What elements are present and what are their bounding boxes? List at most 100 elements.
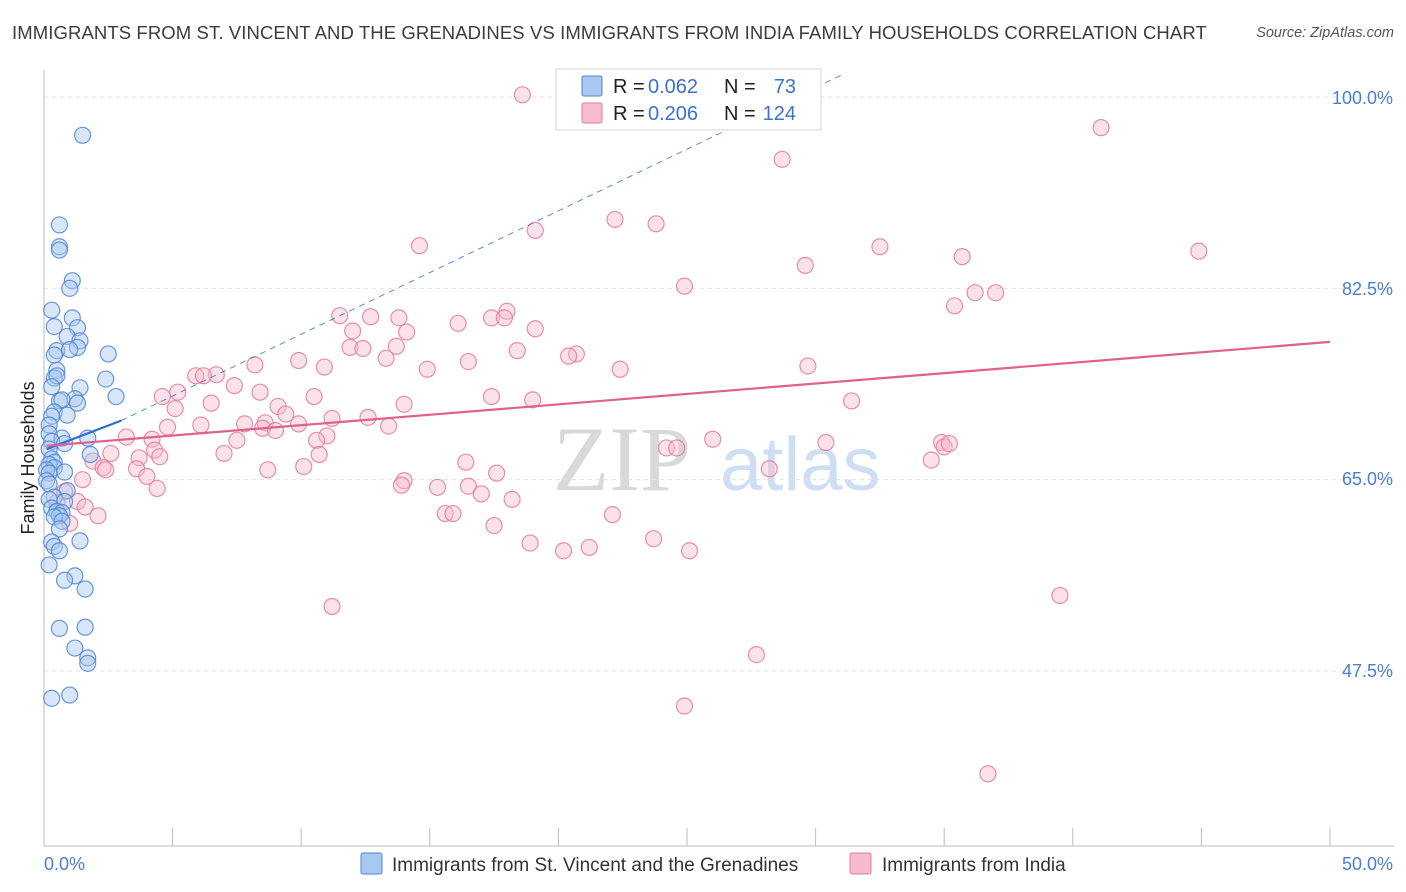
india-point-111: [485, 516, 503, 535]
trend-lines: [46, 74, 1331, 451]
india-point-50: [202, 394, 220, 412]
india-point-26: [354, 339, 372, 358]
st-vincent-point-63: [40, 556, 58, 574]
india-point-73: [935, 438, 953, 456]
india-point-78: [215, 444, 233, 463]
st-vincent-trend-dashed: [120, 74, 842, 422]
india-point-89: [295, 457, 313, 476]
india-point-54: [277, 405, 295, 423]
st-vincent-point-19: [48, 367, 66, 385]
india-point-112: [644, 530, 663, 548]
india-point-99: [148, 479, 166, 498]
india-point-98: [459, 477, 477, 495]
india-point-80: [310, 445, 328, 464]
y-tick-label-65: 65.0%: [1342, 469, 1393, 489]
india-point-6: [410, 237, 429, 255]
st-vincent-point-21: [43, 378, 61, 396]
y-tick-labels: 100.0% 82.5% 65.0% 47.5%: [1332, 88, 1393, 681]
series-st-vincent-points: [37, 126, 125, 707]
legend-swatch-st-vincent: [360, 852, 383, 875]
st-vincent-point-6: [43, 301, 61, 319]
india-point-10: [796, 256, 814, 274]
st-vincent-point-65: [55, 571, 74, 589]
india-point-45: [251, 383, 269, 401]
st-vincent-point-72: [43, 689, 61, 707]
india-point-0: [513, 86, 531, 104]
legend-label-st-vincent: Immigrants from St. Vincent and the Gren…: [392, 855, 798, 876]
st-vincent-point-20: [97, 370, 115, 388]
india-point-118: [323, 597, 341, 616]
india-point-44: [153, 387, 171, 406]
india-point-120: [675, 697, 694, 715]
source-credit: Source: ZipAtlas.com: [1256, 25, 1394, 41]
india-point-21: [449, 314, 467, 332]
st-vincent-point-31: [40, 416, 58, 434]
watermark-zip: ZIP: [553, 408, 691, 510]
st-vincent-point-1: [50, 216, 69, 234]
india-point-97: [392, 476, 411, 494]
india-point-33: [459, 352, 477, 371]
india-point-53: [166, 400, 184, 418]
india-point-8: [1190, 242, 1208, 260]
india-point-96: [428, 478, 447, 496]
india-point-85: [457, 453, 475, 471]
india-point-82: [151, 448, 169, 466]
india-point-19: [482, 309, 501, 327]
watermark-atlas: atlas: [720, 422, 881, 507]
st-vincent-point-0: [73, 126, 92, 144]
y-tick-label-47-5: 47.5%: [1342, 661, 1393, 681]
india-point-121: [979, 765, 997, 783]
stats-legend-n-value-pink: 124: [763, 103, 796, 125]
india-point-23: [398, 323, 416, 341]
stats-legend-n-label-blue: N =: [724, 76, 756, 98]
india-point-11: [675, 277, 694, 295]
india-point-1: [1092, 119, 1110, 137]
st-vincent-point-70: [79, 649, 97, 667]
india-point-9: [953, 248, 971, 266]
india-point-7: [871, 238, 889, 256]
legend-swatch-india: [849, 852, 872, 875]
stats-legend-n-value-blue: 73: [774, 76, 796, 98]
stats-legend: R = 0.062 N = 73 R = 0.206 N = 124: [555, 68, 822, 131]
india-point-119: [747, 645, 766, 664]
gridlines: [44, 96, 1394, 672]
india-point-20: [495, 309, 513, 327]
st-vincent-point-8: [45, 318, 63, 336]
st-vincent-point-7: [63, 309, 81, 327]
y-tick-label-82-5: 82.5%: [1342, 279, 1393, 299]
india-point-109: [89, 507, 107, 525]
india-point-93: [488, 464, 506, 482]
india-point-4: [647, 215, 665, 233]
st-vincent-point-68: [76, 618, 94, 636]
india-point-114: [554, 542, 573, 560]
india-point-36: [799, 357, 817, 375]
india-point-46: [305, 387, 323, 406]
india-point-18: [390, 309, 408, 327]
india-point-86: [94, 459, 112, 477]
st-vincent-point-71: [79, 654, 97, 672]
india-point-60: [192, 416, 210, 434]
stats-legend-swatch-pink: [581, 102, 603, 124]
st-vincent-point-73: [61, 686, 79, 704]
india-point-94: [73, 471, 92, 489]
india-point-47: [482, 387, 501, 406]
x-tick-label-min: 0.0%: [44, 854, 85, 874]
legend-label-india: Immigrants from India: [882, 855, 1066, 876]
st-vincent-point-38: [81, 445, 99, 464]
series-legend: Immigrants from St. Vincent and the Gren…: [360, 852, 1066, 876]
y-axis-title: Family Households: [18, 381, 38, 534]
india-point-48: [524, 391, 542, 409]
india-point-32: [290, 351, 308, 370]
st-vincent-point-27: [68, 394, 87, 412]
st-vincent-point-44: [55, 463, 74, 481]
stats-legend-r-label-pink: R =: [613, 103, 645, 125]
india-point-38: [611, 360, 629, 378]
series-india-points: [48, 86, 1208, 783]
india-point-41: [194, 367, 213, 385]
india-point-68: [228, 431, 246, 449]
st-vincent-point-30: [58, 406, 76, 424]
st-vincent-point-10: [58, 327, 76, 346]
india-point-24: [344, 322, 362, 340]
st-vincent-point-15: [99, 345, 117, 363]
